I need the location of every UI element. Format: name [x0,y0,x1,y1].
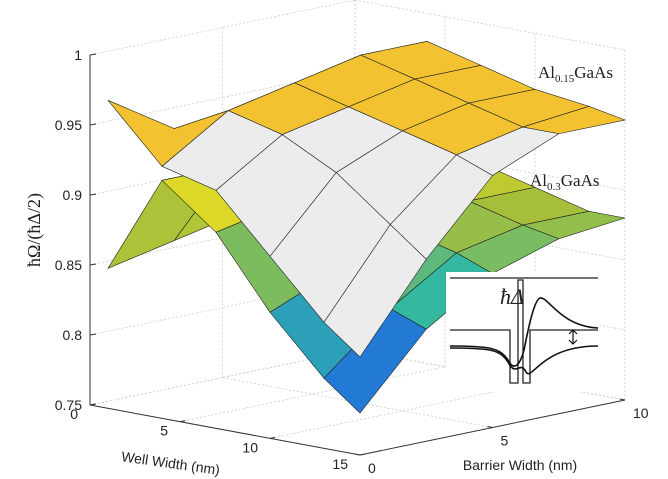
tick-mark [269,436,276,439]
z-tick-label: 0.95 [55,117,82,133]
tick-mark [89,123,97,126]
inset-curve [449,297,599,367]
tick-mark [89,193,97,196]
tick-mark [359,453,366,456]
grid-line [354,0,626,51]
z-tick-label: 0.85 [55,257,82,273]
tick-mark [89,403,96,406]
x-tick-label: 5 [160,423,168,439]
y-tick-label: 5 [501,433,509,449]
series-label: Al0.15GaAs [538,63,613,85]
z-tick-label: 0.8 [63,327,83,343]
z-tick-label: 0.75 [55,397,82,413]
x-tick-label: 0 [70,406,78,422]
tick-mark [487,426,493,428]
axis-line [89,404,361,456]
tick-mark [619,398,626,401]
grid-line [179,366,446,423]
series-label: Al0.3GaAs [530,171,599,193]
z-tick-label: 1 [74,47,82,63]
inset: ħΔ [446,272,600,392]
grid-line [269,382,536,439]
tick-mark [89,263,97,266]
inset-curve [449,345,599,375]
x-axis-label: Well Width (nm) [120,448,221,478]
inset-arrow [568,329,578,345]
inset-potential [450,277,598,384]
tick-mark [89,53,97,56]
grid-line [89,0,356,56]
x-tick-label: 15 [332,456,348,472]
y-tick-label: 10 [633,405,649,421]
tick-mark [89,333,97,336]
x-tick-label: 10 [242,439,258,455]
tick-mark [354,453,361,456]
surface-face [323,224,427,358]
y-axis-label: Barrier Width (nm) [463,457,577,473]
y-tick-label: 0 [368,460,376,476]
tick-mark [179,420,186,423]
z-axis-label: ħΩ/(ħΔ/2) [24,193,45,267]
z-tick-label: 0.9 [63,187,83,203]
surfaces [107,40,627,414]
annotation: ħΔ [500,284,524,309]
